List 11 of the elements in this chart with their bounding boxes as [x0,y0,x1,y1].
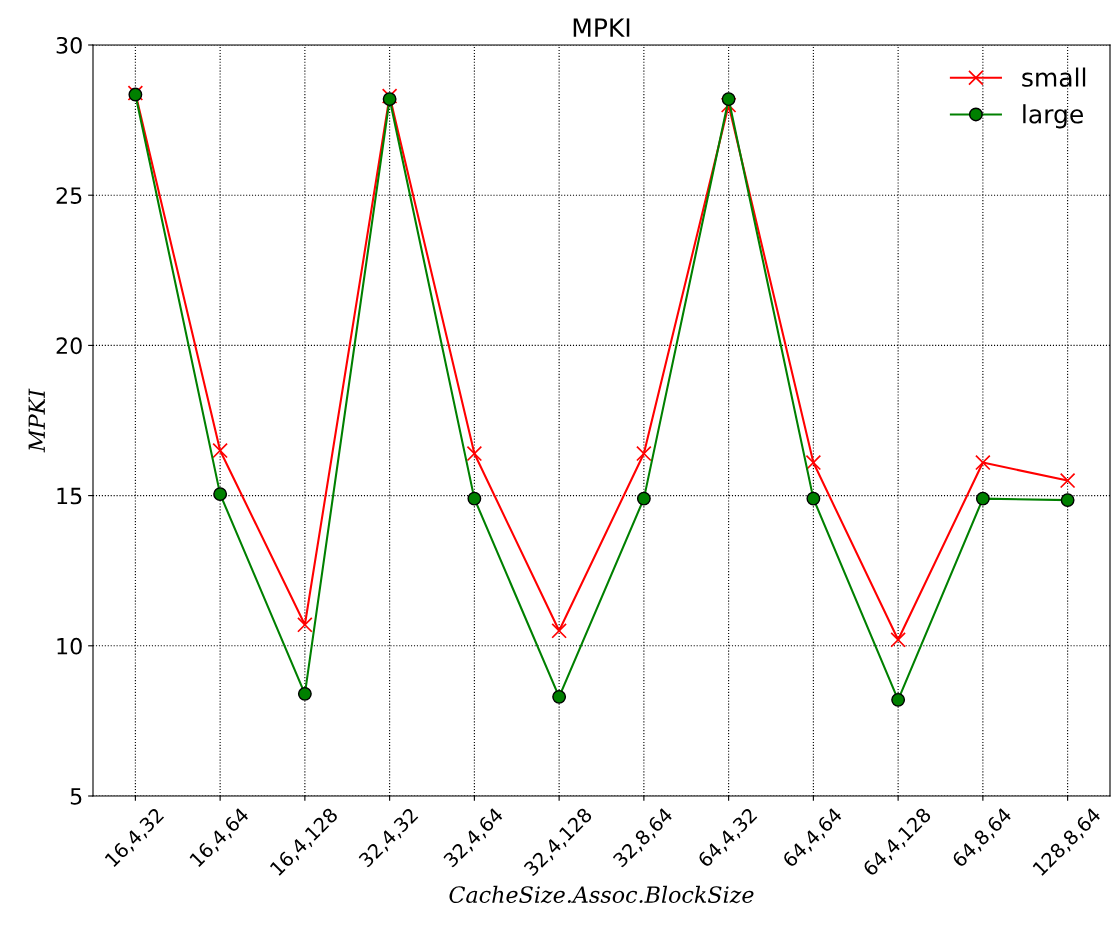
legend-label: large [1023,104,1083,129]
y-tick-label: 5 [70,788,82,805]
chart-title: MPKI [573,18,630,37]
y-tick-label: 15 [57,487,82,505]
y-tick-label: 20 [56,337,82,355]
legend-label: small [1022,67,1086,87]
y-tick-label: 30 [56,36,82,54]
x-axis-title: CacheSize.Assoc.BlockSize [449,885,754,904]
y-axis-title: MPKI [28,388,45,453]
y-tick-label: 25 [56,187,82,204]
y-tick-label: 10 [57,637,82,655]
